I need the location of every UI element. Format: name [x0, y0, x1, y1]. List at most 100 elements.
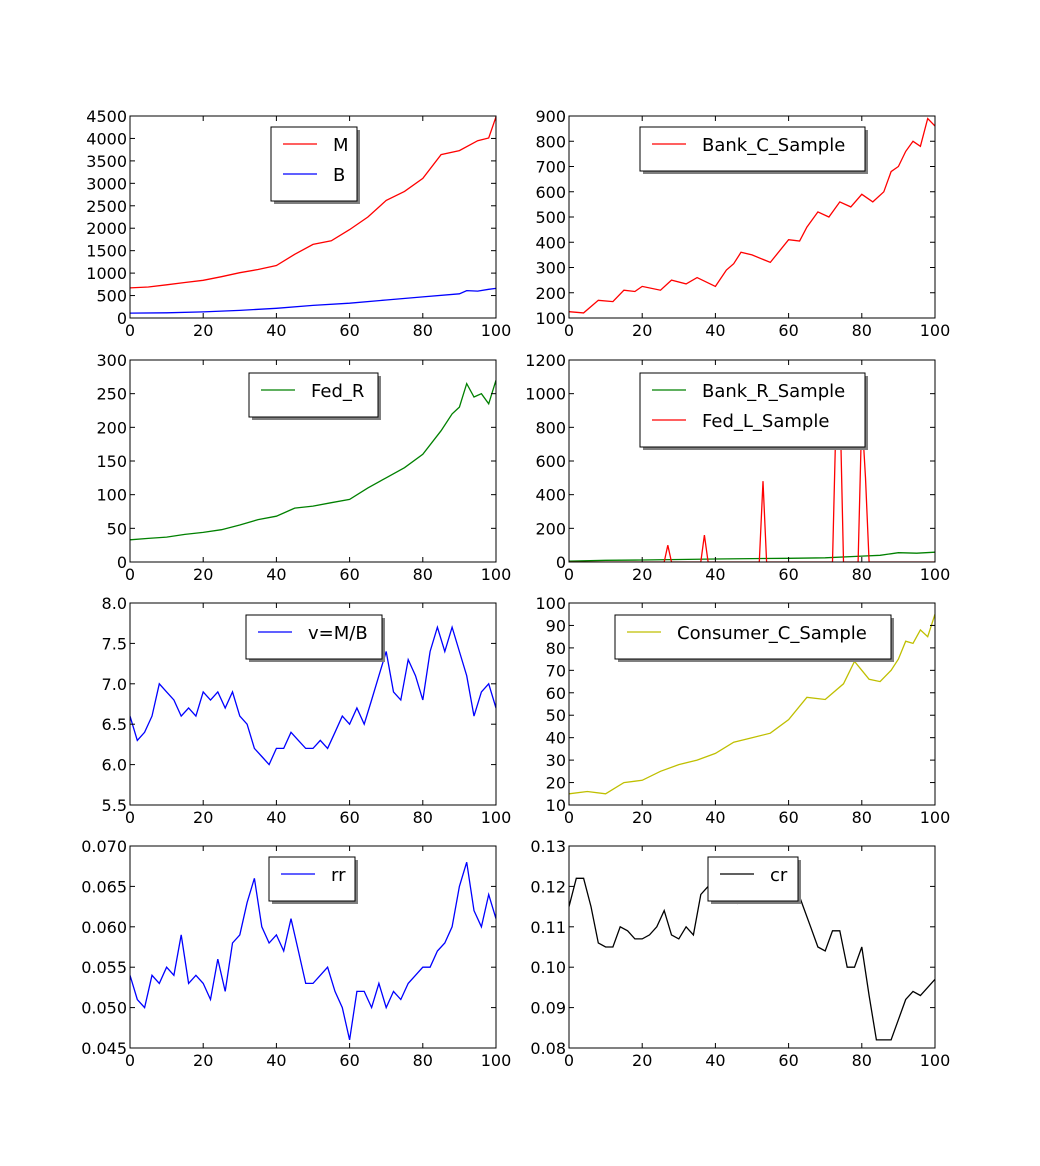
x-tick-label: 0	[564, 565, 574, 584]
x-tick-label: 0	[564, 321, 574, 340]
x-tick-label: 60	[778, 321, 798, 340]
y-tick-label: 2000	[86, 219, 127, 238]
y-tick-label: 0.050	[81, 999, 127, 1018]
y-tick-label: 7.0	[102, 675, 127, 694]
y-tick-label: 0.11	[530, 918, 566, 937]
y-tick-label: 60	[546, 684, 566, 703]
y-tick-label: 100	[535, 594, 566, 613]
x-tick-label: 100	[920, 808, 951, 827]
y-tick-label: 100	[96, 486, 127, 505]
y-tick-label: 1500	[86, 242, 127, 261]
series-line-bank-c-sample	[569, 117, 935, 314]
axes-frame	[129, 602, 497, 806]
y-tick-label: 0.09	[530, 999, 566, 1018]
x-tick-label: 0	[125, 565, 135, 584]
x-tick-label: 40	[266, 565, 286, 584]
y-tick-label: 600	[535, 183, 566, 202]
legend-label: Bank_R_Sample	[702, 381, 845, 402]
x-tick-label: 40	[705, 1051, 725, 1070]
legend: Consumer_C_Sample	[614, 614, 894, 662]
y-tick-label: 200	[535, 284, 566, 303]
y-tick-label: 30	[546, 751, 566, 770]
y-tick-label: 500	[535, 208, 566, 227]
x-tick-label: 100	[481, 1051, 512, 1070]
y-tick-label: 10	[546, 796, 566, 815]
legend-label: Consumer_C_Sample	[677, 623, 867, 644]
x-tick-label: 100	[481, 808, 512, 827]
x-tick-label: 100	[920, 1051, 951, 1070]
y-tick-label: 0	[117, 309, 127, 328]
x-tick-label: 20	[632, 321, 652, 340]
x-tick-label: 60	[778, 1051, 798, 1070]
x-tick-label: 40	[705, 808, 725, 827]
y-tick-label: 80	[546, 639, 566, 658]
y-tick-label: 0	[117, 553, 127, 572]
y-tick-label: 800	[535, 132, 566, 151]
series-line-m	[130, 116, 496, 289]
x-tick-label: 20	[632, 565, 652, 584]
x-tick-label: 80	[413, 808, 433, 827]
chart-panel-1: 0 20 40 60 80 1000500100015002000250030003500…	[86, 107, 511, 340]
legend: cr	[707, 856, 801, 904]
x-tick-label: 60	[778, 808, 798, 827]
series-line-consumer-c-sample	[569, 613, 935, 795]
legend-label: M	[333, 135, 349, 156]
legend-box	[707, 856, 799, 902]
x-tick-label: 100	[481, 321, 512, 340]
y-tick-label: 20	[546, 774, 566, 793]
y-tick-label: 1000	[525, 385, 566, 404]
chart-panel-7: 0 20 40 60 80 100 0.045 0.050 0.055 0.060 0.065 0.0…	[81, 837, 511, 1070]
chart-panel-3: 0 20 40 60 80 100 0 50 100 150 200 250 300 Fed_R	[96, 351, 511, 584]
x-tick-label: 80	[413, 565, 433, 584]
legend-box	[248, 372, 379, 418]
legend-box	[268, 856, 356, 902]
legend-label: Fed_R	[311, 381, 364, 402]
series-line-fed-r	[130, 380, 496, 541]
chart-panel-4: 0 20 40 60 80 100020040060080010001200Bank_R_…	[525, 351, 950, 584]
y-tick-label: 200	[96, 418, 127, 437]
legend-label: Fed_L_Sample	[702, 411, 829, 432]
y-tick-label: 600	[535, 452, 566, 471]
x-tick-label: 0	[125, 321, 135, 340]
legend: MB	[270, 126, 360, 204]
legend-label: Bank_C_Sample	[702, 135, 845, 156]
y-tick-label: 1000	[86, 264, 127, 283]
axes-frame	[568, 845, 936, 1049]
y-tick-label: 0.08	[530, 1039, 566, 1058]
series-line-rr	[130, 862, 496, 1041]
x-tick-label: 80	[413, 321, 433, 340]
x-tick-label: 80	[852, 808, 872, 827]
y-tick-label: 3000	[86, 174, 127, 193]
y-tick-label: 0.060	[81, 918, 127, 937]
x-tick-label: 0	[564, 1051, 574, 1070]
x-tick-label: 80	[852, 321, 872, 340]
y-tick-label: 250	[96, 385, 127, 404]
legend-box	[639, 372, 866, 448]
x-tick-label: 100	[920, 321, 951, 340]
x-tick-label: 80	[413, 1051, 433, 1070]
legend-label: cr	[770, 865, 788, 886]
x-tick-label: 40	[266, 1051, 286, 1070]
x-tick-label: 20	[193, 321, 213, 340]
x-tick-label: 40	[266, 808, 286, 827]
legend-label: rr	[331, 865, 346, 886]
x-tick-label: 60	[339, 565, 359, 584]
y-tick-label: 500	[96, 287, 127, 306]
x-tick-label: 60	[339, 808, 359, 827]
x-tick-label: 100	[481, 565, 512, 584]
y-tick-label: 0.055	[81, 958, 127, 977]
y-tick-label: 300	[96, 351, 127, 370]
chart-panel-2: 0 20 40 60 80 100 100 200 300 400 500 600 700 800 900 B…	[535, 107, 950, 340]
axes-frame	[129, 845, 497, 1049]
y-tick-label: 0.045	[81, 1039, 127, 1058]
legend: Bank_R_Sample Fed_L_Sample	[639, 372, 868, 450]
legend-label: v=M/B	[308, 623, 368, 644]
y-tick-label: 50	[546, 706, 566, 725]
legend-box	[270, 126, 358, 202]
series-line-b	[130, 287, 496, 314]
x-tick-label: 60	[339, 1051, 359, 1070]
legend-box	[614, 614, 892, 660]
x-tick-label: 80	[852, 1051, 872, 1070]
y-tick-label: 6.0	[102, 756, 127, 775]
